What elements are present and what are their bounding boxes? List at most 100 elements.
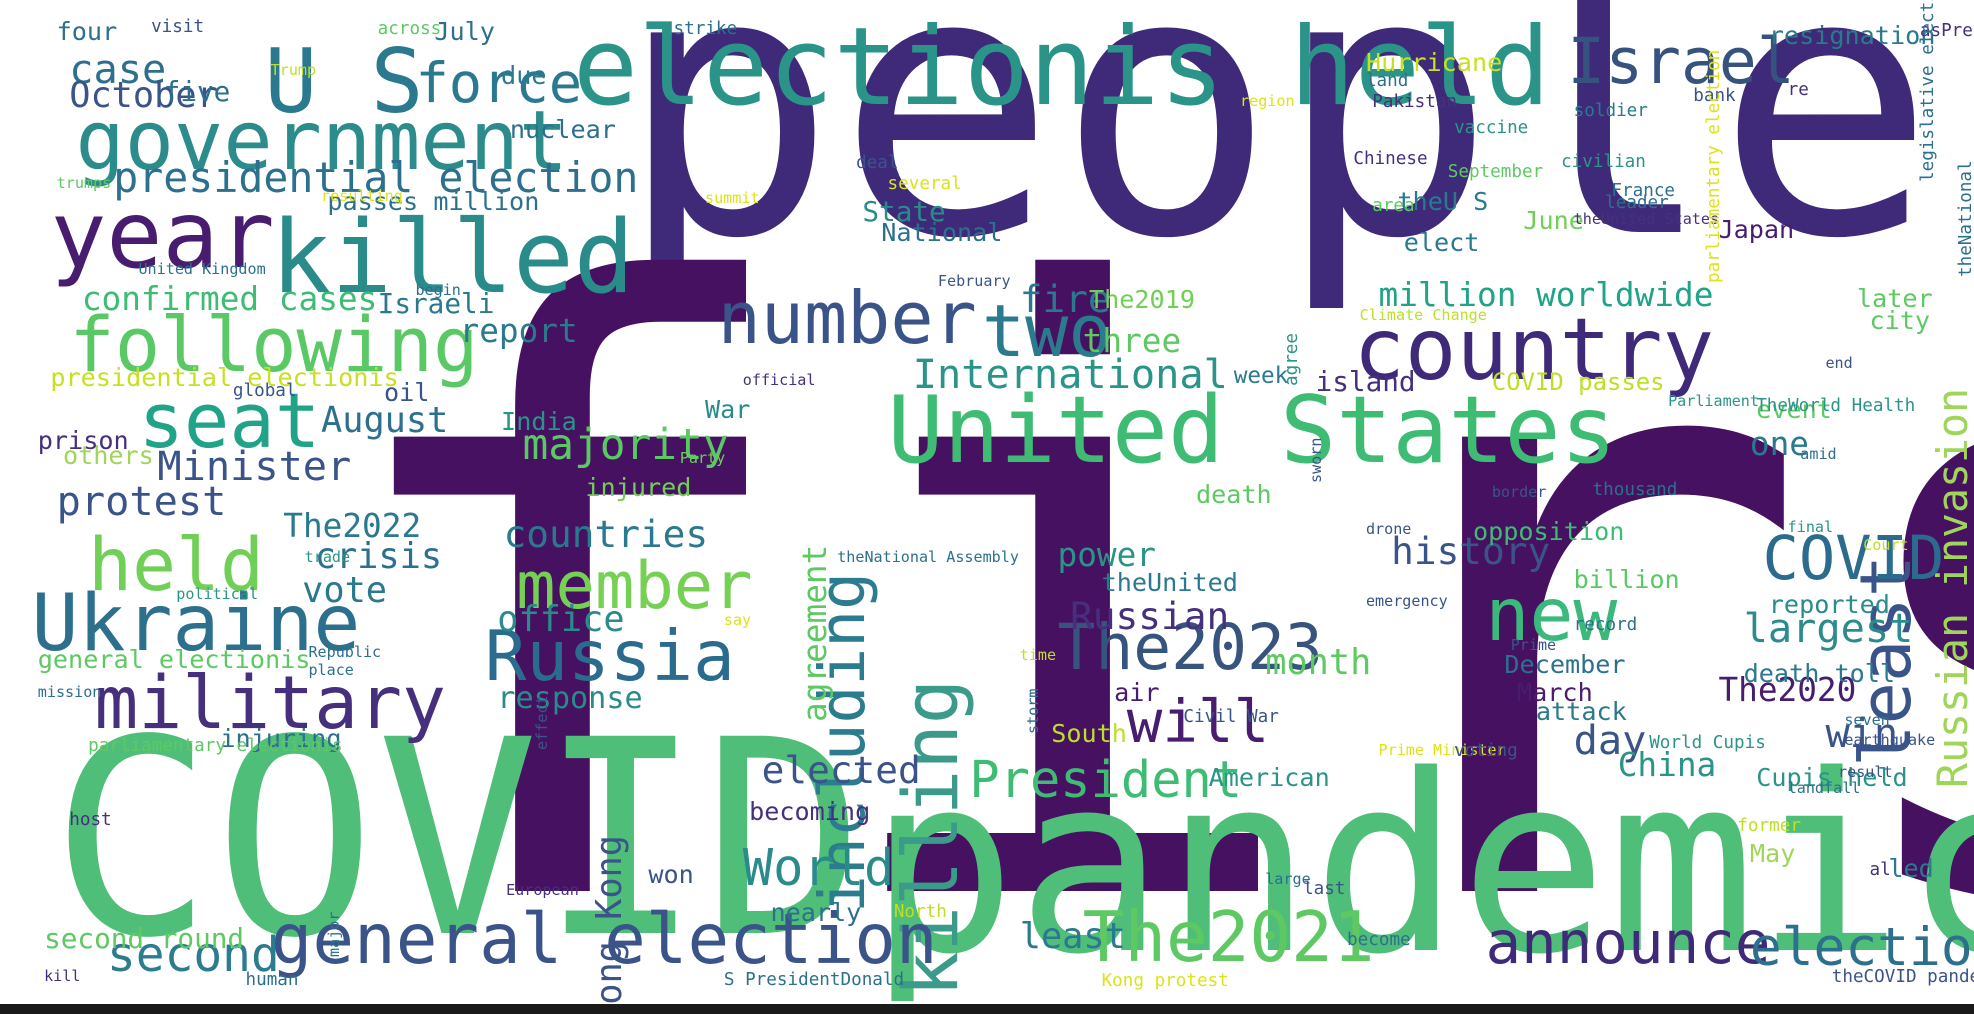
word-led: led: [1888, 854, 1934, 884]
word-last: last: [1302, 879, 1346, 900]
word-result: result: [1838, 763, 1893, 782]
word-fire: fire: [1019, 276, 1111, 321]
word-theunited: theUnited: [1101, 568, 1238, 598]
word-israeli: Israeli: [377, 286, 495, 320]
word-majority: majority: [522, 420, 729, 471]
word-first: first: [314, 119, 1974, 1004]
word-deal: deal: [856, 152, 899, 173]
word-become: become: [1347, 929, 1411, 950]
word-event: event: [1756, 394, 1832, 424]
word-political: political: [176, 584, 259, 603]
word-court: Court: [1863, 535, 1909, 554]
word-the2023: The2023: [1057, 610, 1323, 684]
word-republic: Republic: [308, 642, 382, 661]
word-number: number: [717, 276, 977, 361]
word-civil-war: Civil War: [1183, 706, 1279, 727]
word-european: European: [506, 880, 579, 899]
word-nearly: nearly: [770, 898, 862, 928]
word-nuclear: nuclear: [509, 115, 616, 145]
word-three: three: [1082, 321, 1182, 360]
bottom-border: [0, 1004, 1974, 1014]
word-hurricane: Hurricane: [1365, 48, 1503, 78]
word-protest: protest: [56, 479, 227, 526]
word-killed: killed: [270, 198, 635, 316]
word-confirmed-cases: confirmed cases: [81, 280, 378, 319]
word-the2020: The2020: [1718, 670, 1857, 709]
word-world: World: [742, 838, 895, 898]
word-later: later: [1856, 283, 1933, 313]
word-five: five: [163, 75, 231, 109]
word-government: government: [75, 93, 569, 189]
word-united-kingdom: United Kingdom: [138, 259, 266, 278]
word-sworn: sworn: [1307, 437, 1326, 483]
word-due: due: [501, 60, 547, 90]
word-june: June: [1523, 205, 1584, 235]
word-least: least: [1019, 916, 1126, 958]
word-legislative-electionis: legislative electionis: [1917, 0, 1938, 183]
word-march: March: [1517, 677, 1593, 707]
word-thenational-assembly: theNational Assembly: [837, 548, 1019, 567]
word-thenational: theNational: [1955, 160, 1974, 277]
word-following: following: [69, 301, 479, 390]
word-election: election: [1749, 916, 1974, 978]
word-resulting: resulting: [321, 186, 403, 205]
word-land: land: [1365, 71, 1409, 92]
word-pandemic: pandemic: [868, 721, 1974, 1004]
word-major: major: [325, 911, 344, 958]
word-france: France: [1611, 180, 1676, 201]
word-russian: Russian: [1070, 593, 1230, 638]
word-pakistan: Pakistan: [1372, 92, 1458, 113]
word-military: military: [94, 661, 447, 747]
word-may: May: [1749, 838, 1796, 868]
word-host: host: [69, 810, 112, 830]
word-held: held: [88, 522, 264, 608]
word-drone: drone: [1365, 520, 1412, 539]
word-mission: mission: [37, 682, 102, 701]
word-covid-passes: COVID passes: [1491, 368, 1665, 397]
word-august: August: [321, 399, 449, 441]
word-country: country: [1353, 301, 1715, 401]
word-the2022: The2022: [283, 506, 422, 545]
word-voting: voting: [1454, 740, 1518, 761]
word-death-toll: death toll: [1743, 658, 1896, 688]
word-billion: billion: [1573, 564, 1680, 594]
word-people: people: [616, 0, 1936, 320]
word-s-presidentdonald: S PresidentDonald: [723, 969, 905, 990]
word-prime: Prime: [1510, 636, 1557, 655]
word-soldier: soldier: [1573, 101, 1648, 122]
word-russia: Russia: [484, 617, 735, 698]
word-february: February: [937, 272, 1011, 291]
word-region: region: [1240, 92, 1295, 111]
word-re: re: [1787, 79, 1809, 100]
word-new: new: [1485, 573, 1618, 659]
word-several: several: [887, 174, 962, 195]
word-history: history: [1391, 528, 1551, 573]
word-japan: Japan: [1718, 214, 1795, 244]
word-hong-kong: Hong Kong: [588, 834, 630, 1005]
word-large: large: [1265, 870, 1311, 889]
word-case: case: [69, 47, 167, 94]
word-time: time: [1019, 646, 1057, 665]
word-office: office: [497, 598, 625, 640]
word-report: report: [459, 311, 578, 350]
word-kong-protest: Kong protest: [1101, 971, 1229, 992]
word-second: second: [107, 927, 280, 983]
word-october: October: [69, 75, 218, 117]
word-trump: Trump: [270, 60, 317, 79]
word-kill: kill: [44, 967, 81, 986]
word-prime-minister: Prime Minister: [1378, 740, 1506, 759]
word-parliamentary-electionis: parliamentary electionis: [88, 735, 343, 756]
word-member: member: [516, 547, 753, 624]
word-american: American: [1208, 763, 1330, 793]
word-international: International: [912, 352, 1228, 399]
word-south: South: [1051, 719, 1127, 749]
word-city: city: [1869, 306, 1931, 336]
word-opposition: opposition: [1472, 516, 1625, 546]
word-presidential-electionis: presidential electionis: [50, 363, 399, 393]
word-visit: visit: [151, 16, 205, 37]
word-million-worldwide: million worldwide: [1378, 276, 1714, 315]
word-injuring: injuring: [220, 724, 342, 754]
word-u-s: U S: [264, 29, 424, 133]
